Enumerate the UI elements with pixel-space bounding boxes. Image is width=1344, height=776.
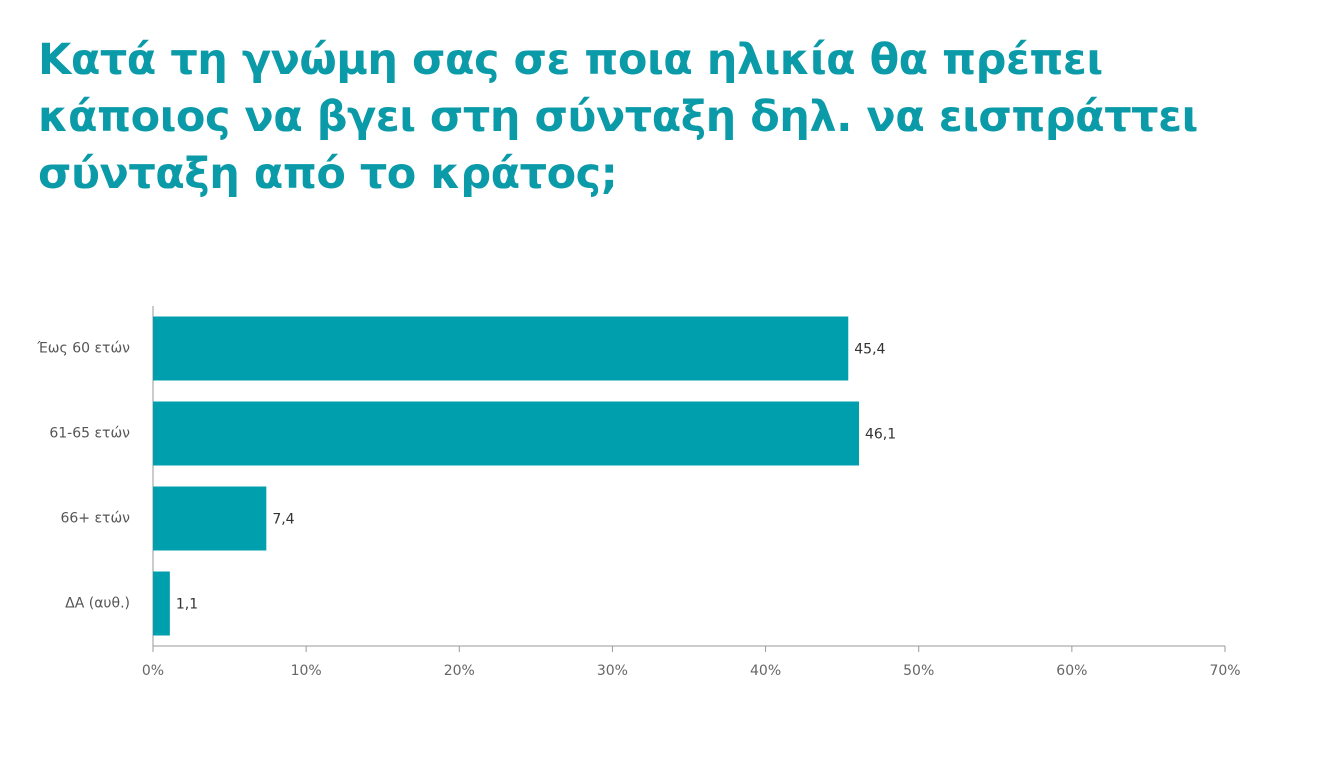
y-tick-label: 66+ ετών (60, 511, 130, 527)
x-tick-label: 60% (1056, 663, 1087, 679)
y-tick-label: ΔΑ (αυθ.) (65, 596, 130, 612)
x-tick-label: 40% (750, 663, 781, 679)
value-label: 7,4 (272, 512, 294, 528)
bar (153, 486, 267, 551)
value-label: 46,1 (865, 427, 896, 443)
x-tick-label: 50% (903, 663, 934, 679)
title-line: Κατά τη γνώμη σας σε ποια ηλικία θα πρέπ… (38, 35, 1103, 85)
bar (153, 401, 859, 466)
x-tick-label: 70% (1209, 663, 1240, 679)
x-tick-label: 10% (291, 663, 322, 679)
value-label: 1,1 (176, 597, 198, 613)
x-tick-label: 20% (444, 663, 475, 679)
bar (153, 316, 849, 381)
bar (153, 571, 170, 636)
value-label: 45,4 (854, 342, 885, 358)
chart-title: Κατά τη γνώμη σας σε ποια ηλικία θα πρέπ… (38, 32, 1198, 203)
y-tick-label: Έως 60 ετών (36, 341, 130, 357)
x-tick-label: 0% (142, 663, 164, 679)
x-tick-label: 30% (597, 663, 628, 679)
title-line: σύνταξη από το κράτος; (38, 149, 618, 199)
title-line: κάποιος να βγει στη σύνταξη δηλ. να εισπ… (38, 92, 1198, 142)
y-tick-label: 61-65 ετών (49, 426, 130, 442)
